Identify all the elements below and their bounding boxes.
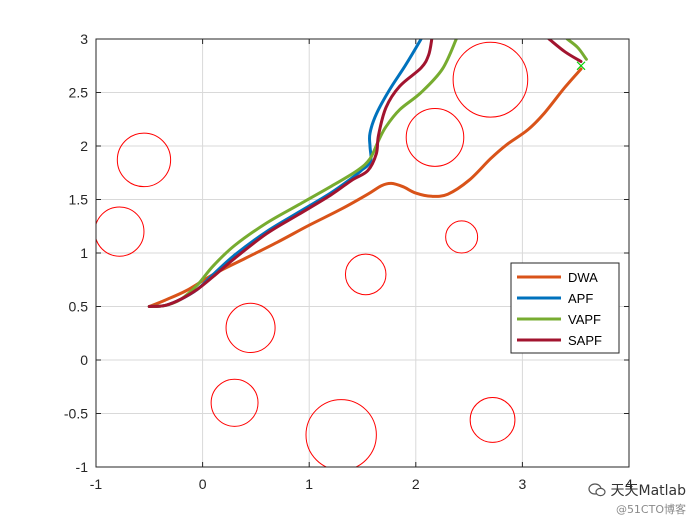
x-tick-label-3: 2 [412, 476, 420, 492]
obstacle-circle-5 [344, 253, 387, 296]
y-tick-label-6: 2 [80, 138, 88, 154]
watermark: 天天Matlab @51CTO博客 [588, 480, 686, 517]
series-layer [147, 39, 588, 308]
series-line-vapf [147, 39, 458, 308]
y-tick-label-0: -1 [76, 459, 89, 475]
goal-marker [576, 61, 586, 71]
y-tick-label-8: 3 [80, 31, 88, 47]
obstacle-circle-6 [225, 302, 276, 354]
watermark-sub-text: @51CTO博客 [615, 503, 686, 516]
x-tick-label-5: 4 [625, 476, 633, 492]
y-tick-label-5: 1.5 [69, 192, 89, 208]
x-tick-label-4: 3 [519, 476, 527, 492]
x-tick-label-2: 1 [305, 476, 313, 492]
y-tick-label-4: 1 [80, 245, 88, 261]
series-line-vapf-segment [565, 39, 588, 61]
legend-label-dwa: DWA [568, 270, 598, 285]
legend-label-sapf: SAPF [568, 333, 602, 348]
obstacle-circle-2 [452, 41, 529, 118]
tick-layer: -1 0 1 2 3 4 -1 -0.5 0 0.5 1 1.5 2 2.5 3 [64, 31, 633, 492]
series-line-sapf [147, 39, 434, 308]
obstacle-circle-9 [469, 396, 516, 443]
series-line-sapf-segment [547, 39, 583, 63]
y-tick-label-2: 0 [80, 352, 88, 368]
obstacles-layer [96, 41, 529, 467]
series-line-dwa [147, 67, 583, 308]
obstacle-circle-1 [96, 206, 145, 257]
x-tick-label-1: 0 [199, 476, 207, 492]
obstacle-circle-8 [305, 399, 377, 467]
obstacle-circle-7 [210, 378, 259, 427]
legend-label-apf: APF [568, 291, 593, 306]
obstacle-circle-0 [116, 132, 172, 188]
obstacle-circle-3 [405, 108, 465, 167]
y-tick-label-1: -0.5 [64, 406, 88, 422]
watermark-main-text: 天天Matlab [610, 483, 686, 499]
y-tick-label-3: 0.5 [69, 299, 89, 315]
obstacle-circle-4 [445, 220, 479, 254]
wechat-logo-icon [588, 483, 607, 497]
legend: DWA APF VAPF SAPF [510, 262, 620, 354]
goal-layer [576, 61, 586, 71]
legend-label-vapf: VAPF [568, 312, 601, 327]
x-tick-label-0: -1 [90, 476, 103, 492]
y-tick-label-7: 2.5 [69, 85, 89, 101]
